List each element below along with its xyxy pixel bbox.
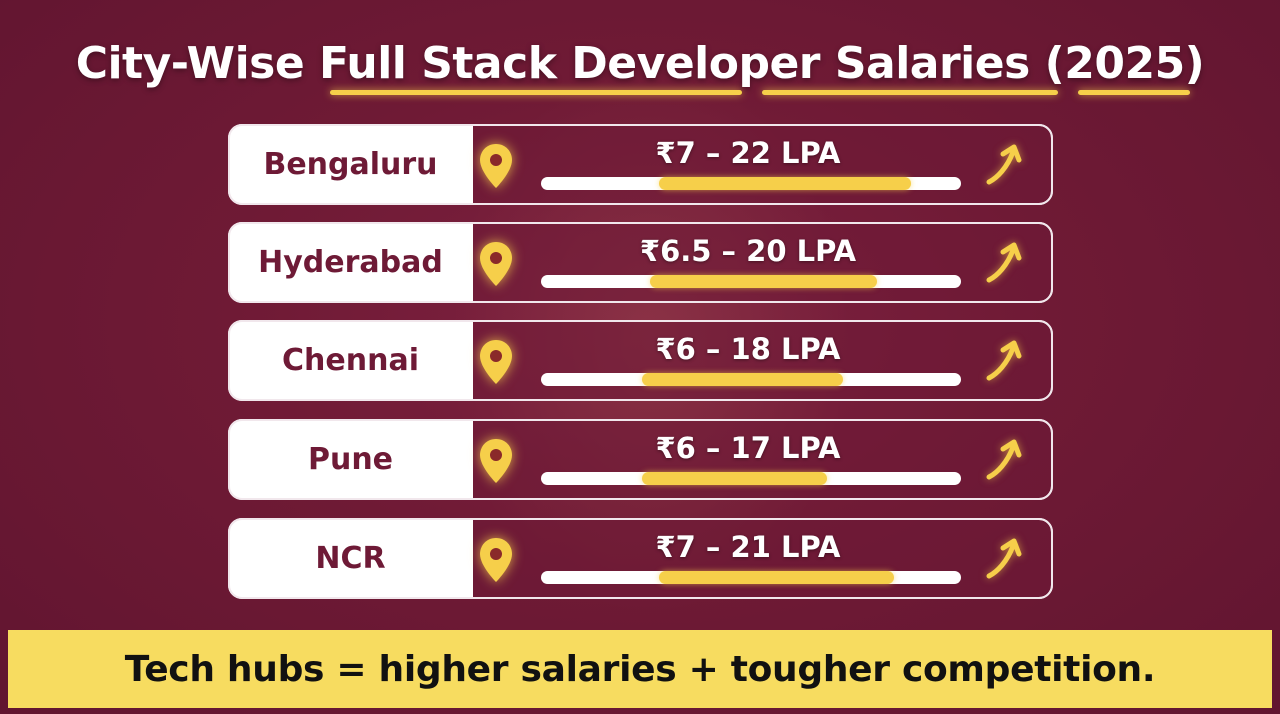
trend-up-arrow-icon xyxy=(986,439,1022,480)
salary-range-bar xyxy=(641,472,827,485)
city-label: Pune xyxy=(228,419,473,500)
salary-track xyxy=(541,177,961,190)
city-label: Chennai xyxy=(228,320,473,401)
salary-track xyxy=(541,373,961,386)
salary-range-label: ₹6 – 17 LPA xyxy=(655,431,841,465)
title-underline-3 xyxy=(1078,90,1190,95)
salary-row-pune: Pune ₹6 – 17 LPA xyxy=(228,419,1053,500)
location-pin-icon xyxy=(480,439,512,483)
title-underline-2 xyxy=(762,90,1058,95)
salary-track xyxy=(541,472,961,485)
page-title: City-Wise Full Stack Developer Salaries … xyxy=(75,38,1205,89)
trend-up-arrow-icon xyxy=(986,340,1022,381)
salary-row-hyderabad: Hyderabad ₹6.5 – 20 LPA xyxy=(228,222,1053,303)
salary-row-bengaluru: Bengaluru ₹7 – 22 LPA xyxy=(228,124,1053,205)
location-pin-icon xyxy=(480,538,512,582)
salary-range-bar xyxy=(650,275,877,288)
trend-up-arrow-icon xyxy=(986,242,1022,283)
salary-range-label: ₹6.5 – 20 LPA xyxy=(639,234,857,268)
trend-up-arrow-icon xyxy=(986,538,1022,579)
title-underline-1 xyxy=(330,90,742,95)
salary-track xyxy=(541,571,961,584)
footer-banner: Tech hubs = higher salaries + tougher co… xyxy=(8,630,1272,708)
location-pin-icon xyxy=(480,242,512,286)
location-pin-icon xyxy=(480,144,512,188)
salary-row-chennai: Chennai ₹6 – 18 LPA xyxy=(228,320,1053,401)
salary-row-ncr: NCR ₹7 – 21 LPA xyxy=(228,518,1053,599)
salary-range-bar xyxy=(658,571,894,584)
salary-track xyxy=(541,275,961,288)
city-label: NCR xyxy=(228,518,473,599)
salary-range-bar xyxy=(658,177,911,190)
salary-range-bar xyxy=(641,373,844,386)
city-label: Hyderabad xyxy=(228,222,473,303)
salary-range-label: ₹7 – 22 LPA xyxy=(655,136,841,170)
location-pin-icon xyxy=(480,340,512,384)
salary-range-label: ₹6 – 18 LPA xyxy=(655,332,841,366)
trend-up-arrow-icon xyxy=(986,144,1022,185)
salary-range-label: ₹7 – 21 LPA xyxy=(655,530,841,564)
salary-data-panel xyxy=(456,124,1053,205)
city-label: Bengaluru xyxy=(228,124,473,205)
